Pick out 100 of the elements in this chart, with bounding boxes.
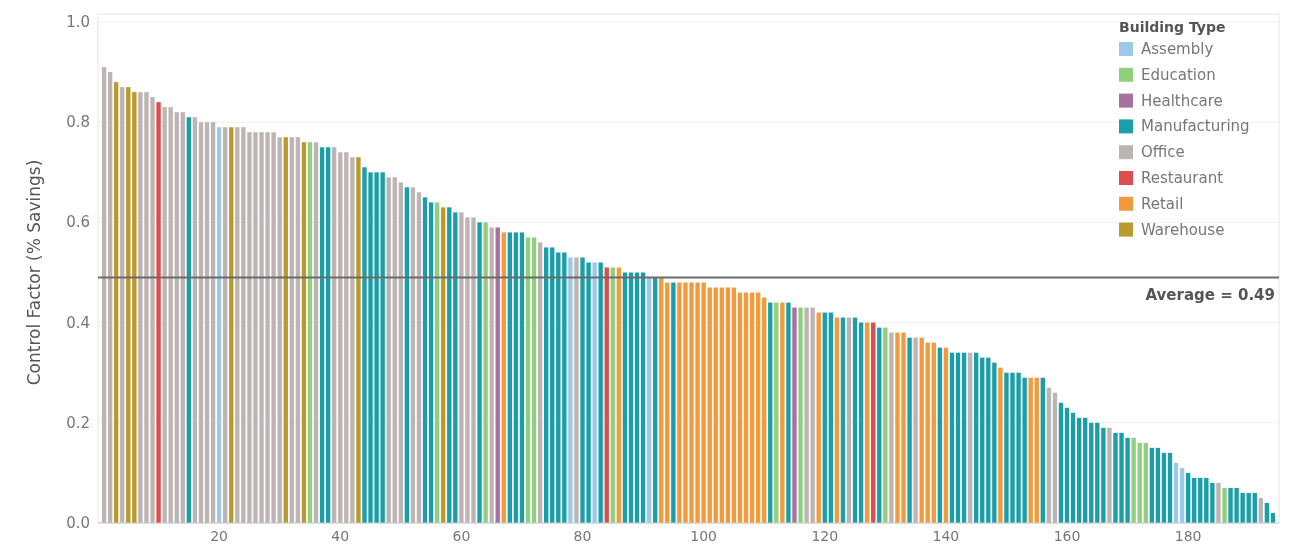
bar: [156, 102, 161, 523]
bar: [665, 282, 670, 523]
bar: [301, 142, 307, 523]
bar: [719, 287, 724, 523]
bar: [283, 137, 288, 523]
x-tick-label: 80: [573, 528, 592, 544]
bar: [562, 252, 567, 523]
bar: [453, 212, 458, 523]
bar: [338, 152, 343, 523]
bar: [1058, 402, 1064, 523]
x-tick-label: 100: [690, 528, 718, 544]
bar: [1101, 427, 1106, 523]
bar: [1070, 412, 1076, 523]
bar: [120, 87, 125, 523]
bar: [737, 292, 743, 523]
bar: [980, 357, 985, 523]
bar: [1167, 452, 1173, 523]
bar: [1149, 447, 1154, 523]
bar: [786, 302, 791, 523]
legend-label: Education: [1141, 65, 1216, 84]
bar: [1064, 407, 1070, 523]
bar: [1161, 452, 1167, 523]
x-tick-label: 120: [811, 528, 839, 544]
bar: [180, 112, 185, 523]
bar: [1076, 417, 1082, 523]
bar: [174, 112, 179, 523]
bar: [816, 312, 821, 523]
bar: [822, 312, 827, 523]
bar: [840, 317, 846, 523]
bar: [107, 72, 113, 523]
bar: [834, 317, 840, 523]
bar: [1143, 442, 1148, 523]
bar: [937, 347, 943, 523]
bar: [1155, 447, 1161, 523]
bar: [477, 222, 482, 523]
x-tick-label: 60: [452, 528, 471, 544]
bar: [1028, 377, 1033, 523]
bar: [422, 197, 428, 523]
bar: [344, 152, 349, 523]
legend-label: Retail: [1141, 194, 1184, 213]
legend-label: Warehouse: [1141, 220, 1225, 239]
bar: [101, 67, 107, 523]
bar: [434, 202, 440, 523]
bar: [132, 92, 137, 523]
bar: [198, 122, 204, 523]
bar: [113, 82, 119, 523]
bar: [792, 307, 797, 523]
y-axis-title: Control Factor (% Savings): [24, 159, 44, 386]
bar: [931, 342, 936, 523]
x-tick-label: 140: [932, 528, 960, 544]
bar: [986, 357, 991, 523]
bar: [646, 277, 652, 523]
bar: [659, 277, 664, 523]
bar: [325, 147, 331, 523]
bar: [1131, 437, 1136, 523]
bar: [1040, 377, 1045, 523]
bar: [568, 257, 573, 523]
bar: [974, 352, 979, 523]
bar: [483, 222, 488, 523]
bar: [780, 302, 785, 523]
bar: [634, 272, 640, 523]
bar: [955, 352, 961, 523]
bar: [907, 337, 912, 523]
x-tick-label: 20: [210, 528, 229, 544]
bar: [762, 297, 767, 523]
bar: [731, 287, 737, 523]
bar: [858, 322, 864, 523]
y-tick-label: 0.4: [66, 313, 90, 332]
ref-line-label: Average = 0.49: [1145, 285, 1275, 304]
x-tick-label: 160: [1053, 528, 1081, 544]
bar: [447, 207, 452, 523]
bar: [441, 207, 446, 523]
bar: [1173, 462, 1179, 523]
bar: [1089, 422, 1094, 523]
bar: [943, 347, 949, 523]
bar: [235, 127, 240, 523]
legend-label: Healthcare: [1141, 91, 1223, 110]
y-tick-label: 0.2: [66, 413, 90, 432]
bar: [749, 292, 755, 523]
bar: [1185, 472, 1191, 523]
bar: [574, 257, 579, 523]
bar: [1137, 442, 1142, 523]
bar: [519, 232, 525, 523]
bar: [592, 262, 597, 523]
bar: [755, 292, 761, 523]
bar: [604, 267, 609, 523]
bar: [616, 267, 622, 523]
bar: [204, 122, 210, 523]
legend-label: Restaurant: [1141, 169, 1224, 187]
bar: [223, 127, 228, 523]
bar: [961, 352, 967, 523]
bar: [598, 262, 603, 523]
bar: [356, 157, 361, 523]
bar: [543, 247, 549, 523]
legend-label: Office: [1141, 143, 1185, 162]
bar: [386, 177, 391, 523]
bar: [628, 272, 634, 523]
bar: [319, 147, 325, 523]
bar: [713, 287, 718, 523]
bar: [1107, 427, 1112, 523]
